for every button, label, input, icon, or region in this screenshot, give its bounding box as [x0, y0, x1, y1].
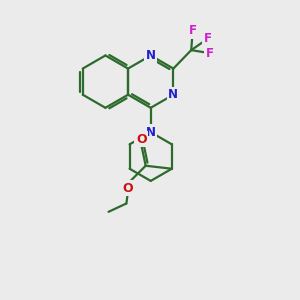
Text: N: N: [146, 126, 156, 139]
Text: N: N: [168, 88, 178, 101]
Text: N: N: [146, 49, 156, 62]
Text: O: O: [136, 133, 146, 146]
Text: F: F: [189, 24, 197, 37]
Text: O: O: [122, 182, 133, 194]
Text: F: F: [206, 46, 214, 60]
Text: F: F: [204, 32, 212, 45]
